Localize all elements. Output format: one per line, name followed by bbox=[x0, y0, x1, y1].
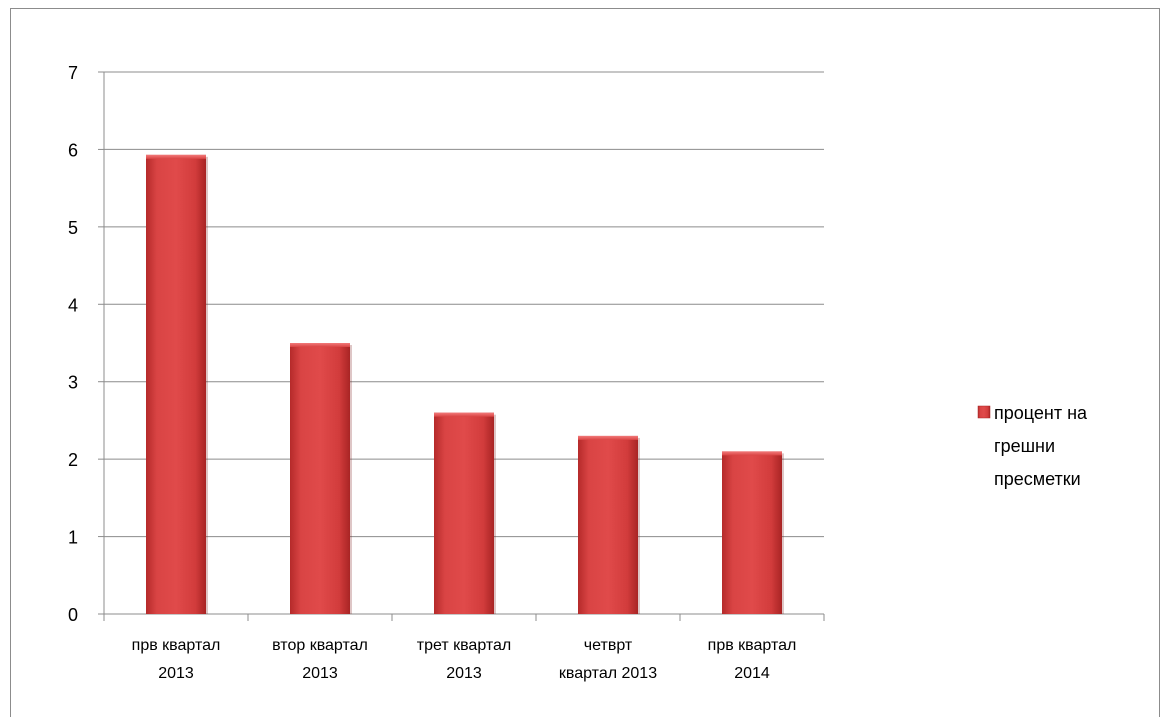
x-tick-label: трет квартал bbox=[417, 637, 512, 654]
legend-label: пресметки bbox=[994, 469, 1081, 489]
bar-top bbox=[290, 343, 350, 347]
y-tick-label: 0 bbox=[68, 605, 78, 625]
legend-swatch bbox=[977, 405, 991, 419]
x-tick-label: 2013 bbox=[302, 665, 338, 682]
bar bbox=[290, 343, 350, 614]
y-tick-label: 6 bbox=[68, 140, 78, 160]
legend-label: грешни bbox=[994, 436, 1055, 456]
y-tick-label: 7 bbox=[68, 63, 78, 83]
bar bbox=[578, 435, 638, 614]
bar bbox=[722, 451, 782, 614]
bar bbox=[434, 412, 494, 614]
bars bbox=[146, 154, 784, 614]
bar bbox=[146, 154, 206, 614]
x-tick-label: квартал 2013 bbox=[559, 665, 657, 682]
y-tick-label: 4 bbox=[68, 295, 78, 315]
x-tick-label: 2013 bbox=[446, 665, 482, 682]
y-tick-label: 5 bbox=[68, 218, 78, 238]
legend-label: процент на bbox=[994, 403, 1088, 423]
bar-top bbox=[578, 435, 638, 440]
x-tick-label: прв квартал bbox=[132, 637, 221, 654]
y-tick-label: 1 bbox=[68, 528, 78, 548]
x-tick-label: четврт bbox=[584, 637, 633, 654]
y-tick-label: 2 bbox=[68, 450, 78, 470]
bar-top bbox=[146, 154, 206, 159]
x-tick-label: прв квартал bbox=[708, 637, 797, 654]
legend: процент на грешни пресметки bbox=[977, 403, 1088, 489]
bar-top bbox=[722, 451, 782, 456]
x-tick-label: 2014 bbox=[734, 665, 770, 682]
x-tick-label: 2013 bbox=[158, 665, 194, 682]
labels: 0 1 2 3 4 5 6 7 прв квартал 2013 втор квартал 2013 т… bbox=[68, 63, 796, 682]
bar-top bbox=[434, 412, 494, 417]
y-tick-label: 3 bbox=[68, 373, 78, 393]
x-tick-label: втор квартал bbox=[272, 637, 368, 654]
